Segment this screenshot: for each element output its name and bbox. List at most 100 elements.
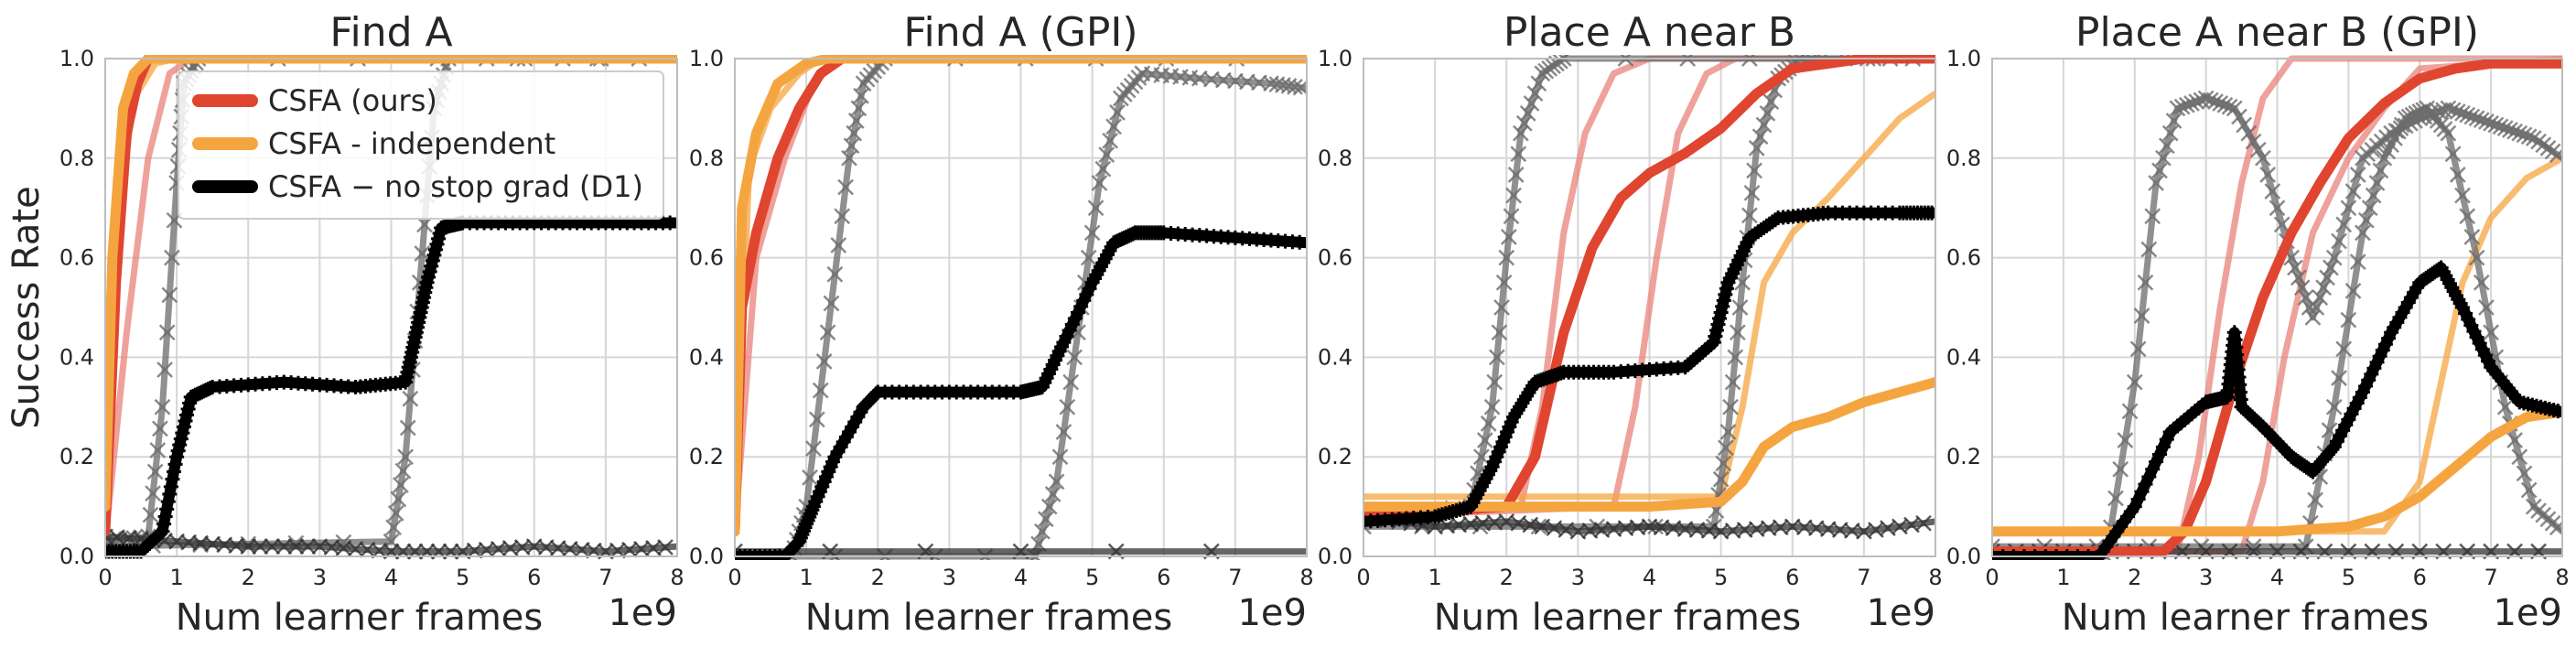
series-marker <box>162 487 178 501</box>
y-tick-label: 0.0 <box>1946 544 1981 569</box>
series-marker <box>1486 373 1504 391</box>
series-marker <box>792 534 807 549</box>
series-marker <box>160 494 176 510</box>
series-marker <box>846 124 863 142</box>
series-marker <box>2473 274 2490 291</box>
series-marker <box>146 463 164 480</box>
series-marker <box>159 501 175 517</box>
series-marker <box>2304 308 2322 326</box>
series-marker <box>164 249 180 266</box>
x-tick-label: 6 <box>2413 565 2427 590</box>
x-tick-label: 4 <box>1014 565 1028 590</box>
series-marker <box>1755 116 1773 134</box>
series-marker <box>2197 90 2215 107</box>
series-marker <box>1098 146 1116 164</box>
series-marker <box>657 539 674 555</box>
series-marker <box>2478 299 2495 316</box>
x-tick-label: 2 <box>871 565 885 590</box>
series-marker <box>1526 85 1544 102</box>
series-marker <box>841 149 857 167</box>
y-tick-label: 0.0 <box>689 544 724 569</box>
series-marker <box>167 457 183 472</box>
series-group <box>1992 55 2562 560</box>
series-marker <box>2449 103 2466 120</box>
x-tick-label: 5 <box>1085 565 1099 590</box>
series-marker <box>158 324 176 341</box>
x-tick-label: 8 <box>1928 565 1942 590</box>
series-marker <box>1059 398 1076 415</box>
series-marker <box>2231 108 2247 125</box>
series-marker <box>1741 207 1758 224</box>
y-tick-label: 1.0 <box>59 46 94 71</box>
x-tick-label: 8 <box>1299 565 1313 590</box>
series-marker <box>2463 108 2481 125</box>
series-marker <box>2137 274 2154 291</box>
y-tick-label: 0.0 <box>59 544 94 569</box>
series-marker <box>794 527 810 543</box>
series-marker <box>1743 184 1761 201</box>
series-marker <box>167 464 181 480</box>
series-marker <box>1493 299 1510 316</box>
series-marker <box>2207 93 2224 111</box>
series-marker <box>390 491 407 508</box>
x-tick-label: 4 <box>2270 565 2284 590</box>
series-marker <box>2340 199 2357 217</box>
series-marker <box>155 523 170 539</box>
series-marker <box>2126 373 2143 391</box>
y-tick-label: 0.0 <box>1318 544 1353 569</box>
series-marker <box>393 477 409 493</box>
chart-panel-1: 0 1 2 3 4 5 6 7 8 0.0 0.2 0.4 0.6 0.8 1.0 Find A Num lea… <box>5 9 684 639</box>
series-line-1 <box>1363 55 1935 522</box>
series-marker <box>2357 211 2375 229</box>
series-marker <box>1048 473 1065 491</box>
series-marker <box>2145 461 2161 477</box>
series-marker <box>1102 132 1119 149</box>
series-marker <box>1105 118 1122 135</box>
series-marker <box>1729 324 1746 341</box>
series-marker <box>2444 146 2462 163</box>
series-marker <box>1040 498 1058 515</box>
series-marker <box>2287 259 2303 276</box>
series-marker <box>1091 175 1108 191</box>
series-marker <box>2440 124 2457 142</box>
series-marker <box>1510 146 1527 163</box>
series-marker <box>1292 234 1307 250</box>
chart-title: Find A (GPI) <box>903 9 1137 56</box>
series-marker <box>157 509 173 524</box>
series-marker <box>1287 78 1303 95</box>
x-tick-label: 3 <box>2199 565 2213 590</box>
series-marker <box>2183 95 2200 112</box>
axes-frame <box>104 58 678 557</box>
series-marker <box>2158 137 2175 155</box>
series-marker <box>2361 199 2378 217</box>
y-tick-label: 0.8 <box>59 146 94 171</box>
x-tick-label: 2 <box>1500 565 1514 590</box>
series-marker <box>799 516 814 532</box>
series-marker <box>830 237 847 253</box>
series-marker <box>1523 95 1540 112</box>
series-marker <box>2140 241 2158 258</box>
series-marker <box>1915 514 1932 532</box>
series-marker <box>156 516 172 532</box>
series-marker <box>252 538 269 555</box>
series-marker <box>2255 149 2271 167</box>
x-tick-label: 0 <box>1985 565 1999 590</box>
series-marker <box>2312 289 2329 307</box>
series-marker <box>2308 299 2325 316</box>
series-marker <box>2492 118 2509 135</box>
y-axis-label: Success Rate <box>5 186 48 428</box>
series-marker <box>1719 424 1737 440</box>
series-marker <box>2365 187 2382 204</box>
series-marker <box>1727 349 1744 366</box>
y-tick-label: 0.2 <box>1318 444 1353 469</box>
series-marker <box>2236 116 2253 134</box>
x-axis-multiplier: 1e9 <box>1237 592 1307 634</box>
series-marker <box>240 538 257 555</box>
series-marker <box>2324 442 2340 458</box>
series-marker <box>2549 146 2562 164</box>
series-marker <box>394 462 412 480</box>
legend-label: CSFA (ours) <box>268 83 437 118</box>
series-marker <box>402 390 419 407</box>
x-tick-label: 6 <box>527 565 541 590</box>
